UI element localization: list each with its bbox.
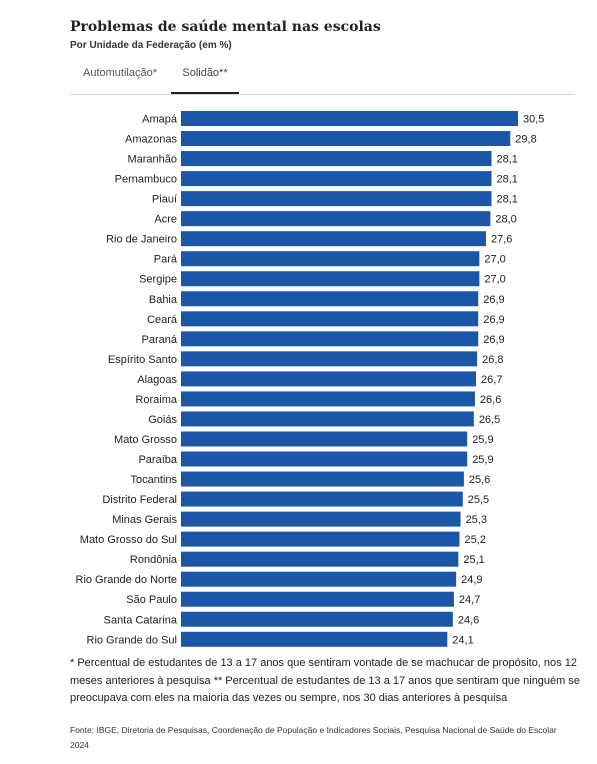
value-label: 28,1 [497, 174, 518, 186]
bar [181, 631, 448, 647]
chart-title: Problemas de saúde mental nas escolas [70, 19, 381, 35]
category-label: Bahia [149, 294, 178, 306]
bar [181, 371, 477, 387]
value-label: 25,3 [466, 514, 487, 526]
bar [181, 271, 480, 287]
value-label: 27,0 [484, 254, 505, 266]
bar [181, 331, 479, 347]
bar [181, 311, 479, 327]
value-label: 26,5 [479, 414, 500, 426]
bar [181, 351, 478, 367]
bar [181, 511, 461, 527]
value-label: 25,2 [464, 534, 485, 546]
footnote: * Percentual de estudantes de 13 a 17 an… [70, 657, 580, 704]
value-label: 26,8 [482, 354, 503, 366]
value-label: 28,0 [495, 214, 516, 226]
value-label: 26,9 [483, 334, 504, 346]
value-label: 24,1 [452, 634, 473, 646]
value-label: 25,1 [463, 554, 484, 566]
value-label: 28,1 [497, 154, 518, 166]
category-label: Alagoas [137, 374, 177, 386]
category-label: Paraná [142, 334, 178, 346]
bar [181, 191, 492, 207]
value-label: 24,6 [458, 614, 479, 626]
value-label: 26,9 [483, 294, 504, 306]
category-label: Espírito Santo [108, 354, 177, 366]
value-label: 24,9 [461, 574, 482, 586]
tab-automutilacao[interactable]: Automutilação* [83, 67, 157, 79]
category-label: Pernambuco [115, 174, 177, 186]
value-label: 27,0 [484, 274, 505, 286]
category-label: Amazonas [125, 134, 177, 146]
bar [181, 571, 457, 587]
category-label: Goiás [148, 414, 177, 426]
category-label: Mato Grosso do Sul [80, 534, 177, 546]
category-label: Acre [154, 214, 177, 226]
value-label: 25,9 [472, 454, 493, 466]
bar [181, 451, 468, 467]
category-label: Piauí [152, 194, 177, 206]
value-label: 25,6 [469, 474, 490, 486]
bar [181, 251, 480, 267]
bar [181, 411, 474, 427]
bar [181, 131, 511, 147]
category-label: Rio de Janeiro [106, 234, 177, 246]
value-label: 24,7 [459, 594, 480, 606]
bar [181, 111, 519, 126]
value-label: 28,1 [497, 194, 518, 206]
bar [181, 171, 492, 187]
bar [181, 491, 463, 507]
bar [181, 291, 479, 307]
bar [181, 471, 464, 487]
category-label: Mato Grosso [114, 434, 177, 446]
value-label: 29,8 [515, 134, 536, 146]
category-label: Paraíba [138, 454, 177, 466]
category-label: Sergipe [139, 274, 177, 286]
value-label: 26,6 [480, 394, 501, 406]
bar [181, 391, 475, 407]
bar [181, 211, 491, 227]
bar-chart: Amapá 30,5 Amazonas 29,8 Maranhão 28,1 Pernamb… [76, 111, 544, 647]
category-label: Rondônia [130, 554, 178, 566]
category-label: Pará [154, 254, 178, 266]
bar [181, 611, 453, 627]
bar [181, 551, 459, 567]
chart-subtitle: Por Unidade da Federação (em %) [70, 40, 232, 51]
category-label: Amapá [142, 114, 178, 126]
category-label: Rio Grande do Norte [76, 574, 178, 586]
value-label: 26,9 [483, 314, 504, 326]
bar [181, 231, 486, 247]
value-label: 25,5 [468, 494, 489, 506]
value-label: 25,9 [472, 434, 493, 446]
bar [181, 591, 454, 607]
category-label: Distrito Federal [102, 494, 177, 506]
value-label: 30,5 [523, 114, 544, 126]
value-label: 27,6 [491, 234, 512, 246]
category-label: São Paulo [126, 594, 177, 606]
category-label: Maranhão [127, 154, 177, 166]
bar [181, 431, 468, 447]
source-note: Fonte: IBGE, Diretoria de Pesquisas, Coo… [70, 725, 557, 750]
category-label: Tocantins [131, 474, 178, 486]
category-label: Santa Catarina [104, 614, 178, 626]
tab-solidao[interactable]: Solidão** [171, 58, 239, 94]
bar [181, 151, 492, 167]
bar [181, 531, 460, 547]
tab-bar: Automutilação* Solidão** [70, 58, 574, 95]
category-label: Rio Grande do Sul [87, 634, 178, 646]
category-label: Ceará [147, 314, 178, 326]
category-label: Roraima [135, 394, 177, 406]
value-label: 26,7 [481, 374, 502, 386]
category-label: Minas Gerais [112, 514, 177, 526]
